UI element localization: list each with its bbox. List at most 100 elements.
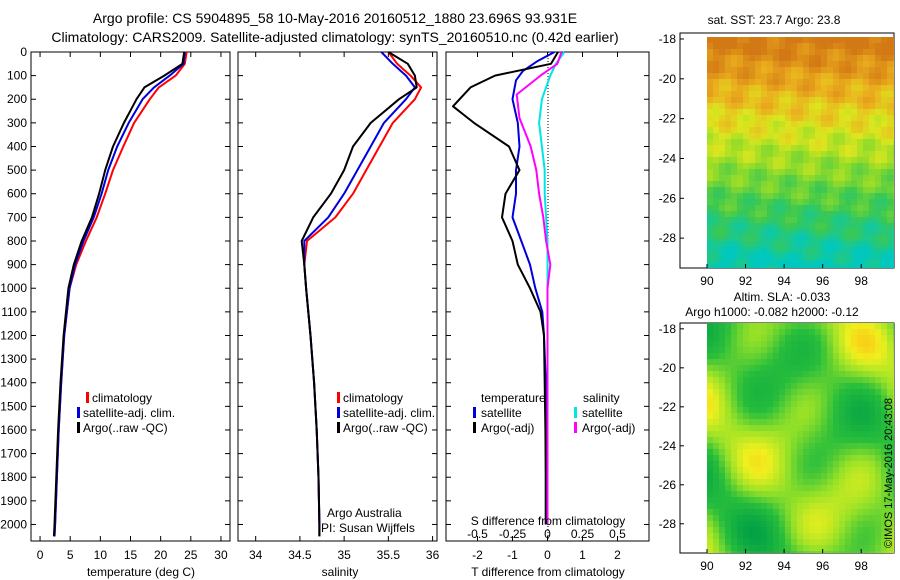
sla-heatmap-cell [773, 485, 780, 492]
sla-heatmap-cell [821, 509, 828, 516]
sst-heatmap-cell [881, 145, 888, 152]
sla-heatmap-cell [863, 353, 870, 360]
sst-heatmap-cell [737, 241, 744, 248]
sst-heatmap-cell [803, 199, 810, 206]
sla-heatmap-cell [857, 497, 864, 504]
sla-heatmap-cell [869, 389, 876, 396]
sst-heatmap-cell [827, 97, 834, 104]
sla-heatmap-cell [719, 383, 726, 390]
sst-heatmap-cell [749, 109, 756, 116]
sla-heatmap-cell [731, 347, 738, 354]
sst-heatmap-cell [767, 85, 774, 92]
series-line-climatology [303, 51, 423, 537]
sst-heatmap-cell [803, 241, 810, 248]
sst-heatmap-cell [767, 145, 774, 152]
sst-heatmap-cell [791, 73, 798, 80]
sla-heatmap-cell [821, 539, 828, 546]
sla-heatmap-cell [821, 431, 828, 438]
sla-heatmap-cell [857, 515, 864, 522]
sst-heatmap-cell [743, 43, 750, 50]
sst-heatmap-cell [743, 205, 750, 212]
sla-heatmap-cell [725, 461, 732, 468]
sla-heatmap-cell [749, 521, 756, 528]
sla-heatmap-cell [863, 383, 870, 390]
sst-heatmap-cell [761, 265, 768, 268]
sst-heatmap-cell [725, 49, 732, 56]
sla-heatmap-cell [743, 335, 750, 342]
sla-heatmap-cell [743, 455, 750, 462]
sla-heatmap-cell [881, 551, 888, 553]
sla-heatmap-cell [827, 353, 834, 360]
sla-heatmap-cell [809, 443, 816, 450]
sla-heatmap-cell [773, 323, 780, 330]
sst-heatmap-cell [869, 103, 876, 110]
sla-heatmap-cell [773, 401, 780, 408]
sst-heatmap-cell [707, 241, 714, 248]
sla-heatmap-cell [839, 383, 846, 390]
sst-heatmap-cell [851, 199, 858, 206]
sst-heatmap-cell [821, 211, 828, 218]
sst-heatmap-cell [833, 73, 840, 80]
sla-heatmap-cell [845, 443, 852, 450]
sst-heatmap-cell [815, 175, 822, 182]
sst-heatmap-cell [713, 241, 720, 248]
sla-heatmap-cell [809, 365, 816, 372]
sst-heatmap-cell [803, 97, 810, 104]
sst-heatmap-cell [785, 193, 792, 200]
sla-heatmap-cell [845, 383, 852, 390]
sst-heatmap-cell [743, 133, 750, 140]
sla-heatmap-cell [833, 551, 840, 553]
sla-heatmap-cell [833, 533, 840, 540]
sla-heatmap-cell [863, 329, 870, 336]
sla-heatmap-cell [869, 509, 876, 516]
sst-heatmap-cell [767, 223, 774, 230]
sla-heatmap-cell [773, 365, 780, 372]
sla-heatmap-cell [737, 491, 744, 498]
sst-heatmap-cell [767, 55, 774, 62]
sst-heatmap-cell [767, 157, 774, 164]
sla-heatmap-cell [845, 455, 852, 462]
sla-heatmap-cell [839, 467, 846, 474]
sst-heatmap-cell [767, 199, 774, 206]
sla-heatmap-cell [893, 413, 894, 420]
sla-heatmap-cell [857, 419, 864, 426]
sla-heatmap-cell [869, 329, 876, 336]
sla-heatmap-cell [851, 383, 858, 390]
sla-heatmap-cell [845, 389, 852, 396]
sla-heatmap-cell [731, 383, 738, 390]
sst-heatmap-cell [851, 211, 858, 218]
sst-heatmap-cell [707, 85, 714, 92]
sst-heatmap-cell [725, 241, 732, 248]
sst-heatmap-cell [779, 235, 786, 242]
sla-heatmap-cell [737, 521, 744, 528]
sst-heatmap-cell [809, 151, 816, 158]
sla-heatmap-cell [809, 521, 816, 528]
sla-heatmap-cell [839, 509, 846, 516]
sst-heatmap-cell [725, 103, 732, 110]
sst-heatmap-cell [761, 211, 768, 218]
sst-heatmap-cell [881, 241, 888, 248]
sla-heatmap-cell [707, 437, 714, 444]
sla-heatmap-cell [881, 491, 888, 498]
sla-heatmap-cell [749, 467, 756, 474]
sst-heatmap-cell [881, 193, 888, 200]
sst-heatmap-cell [749, 67, 756, 74]
sst-heatmap-cell [851, 157, 858, 164]
sla-heatmap-cell [791, 395, 798, 402]
sla-heatmap-cell [869, 341, 876, 348]
sla-heatmap-cell [839, 425, 846, 432]
sla-heatmap-cell [803, 443, 810, 450]
sst-heatmap-cell [845, 205, 852, 212]
sst-heatmap-cell [725, 163, 732, 170]
sla-heatmap-cell [815, 509, 822, 516]
sla-heatmap-cell [821, 527, 828, 534]
sla-heatmap-cell [803, 503, 810, 510]
sst-heatmap-cell [839, 37, 846, 44]
sla-heatmap-cell [809, 455, 816, 462]
sla-heatmap-cell [779, 503, 786, 510]
sla-heatmap-cell [839, 539, 846, 546]
sla-heatmap-cell [839, 419, 846, 426]
sla-heatmap-cell [851, 419, 858, 426]
sla-heatmap-cell [791, 371, 798, 378]
sla-heatmap-cell [761, 467, 768, 474]
